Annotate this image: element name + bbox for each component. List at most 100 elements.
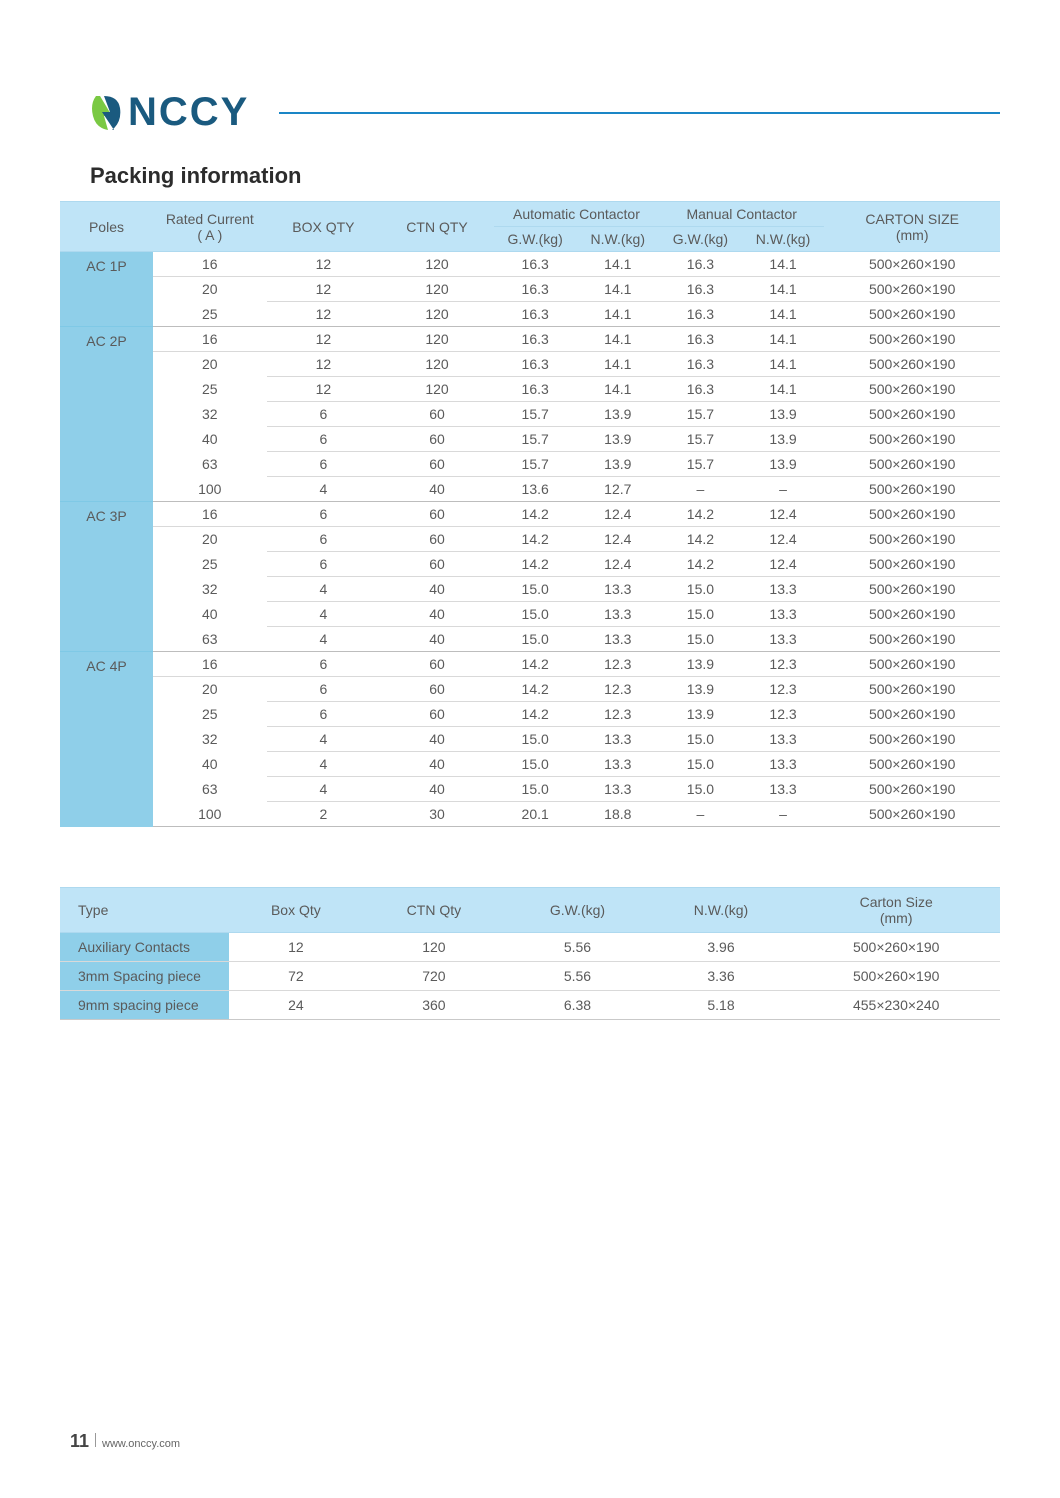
cell-agw: 14.2 bbox=[494, 527, 577, 552]
cell-nw: 5.18 bbox=[650, 991, 793, 1020]
cell-carton: 500×260×190 bbox=[824, 702, 1000, 727]
cell-ctn: 60 bbox=[380, 427, 494, 452]
cell-mnw: 13.3 bbox=[742, 577, 825, 602]
col-box-qty: BOX QTY bbox=[267, 202, 381, 252]
cell-anw: 13.3 bbox=[576, 727, 659, 752]
cell-current: 20 bbox=[153, 352, 267, 377]
brand-logo: NCCY bbox=[90, 90, 249, 135]
cell-anw: 12.4 bbox=[576, 552, 659, 577]
cell-agw: 14.2 bbox=[494, 677, 577, 702]
cell-carton: 500×260×190 bbox=[824, 352, 1000, 377]
table-row: 6344015.013.315.013.3500×260×190 bbox=[60, 627, 1000, 652]
cell-ctn: 60 bbox=[380, 402, 494, 427]
table-row: 2066014.212.414.212.4500×260×190 bbox=[60, 527, 1000, 552]
cell-agw: 15.7 bbox=[494, 402, 577, 427]
cell-carton: 500×260×190 bbox=[824, 327, 1000, 352]
acc-col-box: Box Qty bbox=[229, 888, 362, 933]
table-row: 3244015.013.315.013.3500×260×190 bbox=[60, 727, 1000, 752]
cell-current: 20 bbox=[153, 677, 267, 702]
cell-mgw: 15.7 bbox=[659, 452, 742, 477]
cell-ctn: 60 bbox=[380, 527, 494, 552]
table-row: 6344015.013.315.013.3500×260×190 bbox=[60, 777, 1000, 802]
cell-ctn: 120 bbox=[380, 302, 494, 327]
cell-mnw: 13.9 bbox=[742, 402, 825, 427]
cell-mnw: 12.3 bbox=[742, 702, 825, 727]
cell-ctn: 360 bbox=[363, 991, 506, 1020]
cell-box: 4 bbox=[267, 627, 381, 652]
cell-mnw: 12.4 bbox=[742, 527, 825, 552]
table-row: 6366015.713.915.713.9500×260×190 bbox=[60, 452, 1000, 477]
cell-type: Auxiliary Contacts bbox=[60, 933, 229, 962]
pole-cell: AC 4P bbox=[60, 652, 153, 827]
cell-anw: 12.3 bbox=[576, 652, 659, 677]
cell-mnw: 13.9 bbox=[742, 452, 825, 477]
cell-box: 2 bbox=[267, 802, 381, 827]
cell-nw: 3.36 bbox=[650, 962, 793, 991]
cell-current: 16 bbox=[153, 327, 267, 352]
cell-agw: 20.1 bbox=[494, 802, 577, 827]
cell-current: 16 bbox=[153, 652, 267, 677]
cell-mgw: 16.3 bbox=[659, 302, 742, 327]
cell-ctn: 120 bbox=[380, 327, 494, 352]
cell-mnw: 14.1 bbox=[742, 327, 825, 352]
cell-anw: 13.9 bbox=[576, 427, 659, 452]
cell-ctn: 60 bbox=[380, 452, 494, 477]
cell-mgw: 15.0 bbox=[659, 752, 742, 777]
cell-current: 40 bbox=[153, 602, 267, 627]
cell-ctn: 60 bbox=[380, 652, 494, 677]
cell-ctn: 60 bbox=[380, 702, 494, 727]
cell-ctn: 40 bbox=[380, 602, 494, 627]
cell-box: 12 bbox=[267, 302, 381, 327]
cell-ctn: 30 bbox=[380, 802, 494, 827]
cell-mnw: 14.1 bbox=[742, 252, 825, 277]
table-row: 201212016.314.116.314.1500×260×190 bbox=[60, 352, 1000, 377]
cell-agw: 16.3 bbox=[494, 352, 577, 377]
cell-box: 12 bbox=[267, 252, 381, 277]
col-auto: Automatic Contactor bbox=[494, 202, 659, 227]
col-rated-current: Rated Current ( A ) bbox=[153, 202, 267, 252]
cell-current: 63 bbox=[153, 452, 267, 477]
cell-gw: 5.56 bbox=[505, 933, 649, 962]
cell-agw: 16.3 bbox=[494, 377, 577, 402]
cell-agw: 15.0 bbox=[494, 577, 577, 602]
cell-carton: 500×260×190 bbox=[824, 527, 1000, 552]
acc-col-carton: Carton Size (mm) bbox=[792, 888, 1000, 933]
footer-divider bbox=[95, 1433, 96, 1447]
cell-anw: 12.3 bbox=[576, 677, 659, 702]
table-row: 3244015.013.315.013.3500×260×190 bbox=[60, 577, 1000, 602]
cell-box: 12 bbox=[229, 933, 362, 962]
section-title: Packing information bbox=[90, 163, 1000, 189]
cell-anw: 13.9 bbox=[576, 452, 659, 477]
cell-anw: 13.9 bbox=[576, 402, 659, 427]
table-row: AC 1P161212016.314.116.314.1500×260×190 bbox=[60, 252, 1000, 277]
cell-anw: 14.1 bbox=[576, 327, 659, 352]
cell-mgw: – bbox=[659, 802, 742, 827]
header-divider-line bbox=[279, 112, 1000, 114]
col-auto-nw: N.W.(kg) bbox=[576, 227, 659, 252]
cell-mgw: – bbox=[659, 477, 742, 502]
brand-name: NCCY bbox=[128, 90, 249, 135]
cell-mgw: 15.0 bbox=[659, 627, 742, 652]
cell-mnw: 12.3 bbox=[742, 677, 825, 702]
cell-box: 6 bbox=[267, 502, 381, 527]
cell-current: 100 bbox=[153, 477, 267, 502]
table-row: 2566014.212.313.912.3500×260×190 bbox=[60, 702, 1000, 727]
cell-type: 3mm Spacing piece bbox=[60, 962, 229, 991]
cell-anw: 12.4 bbox=[576, 502, 659, 527]
cell-current: 25 bbox=[153, 552, 267, 577]
cell-anw: 12.7 bbox=[576, 477, 659, 502]
cell-mgw: 14.2 bbox=[659, 552, 742, 577]
cell-box: 24 bbox=[229, 991, 362, 1020]
cell-anw: 18.8 bbox=[576, 802, 659, 827]
cell-agw: 15.7 bbox=[494, 427, 577, 452]
cell-mgw: 15.7 bbox=[659, 427, 742, 452]
page-footer: 11 www.onccy.com bbox=[70, 1431, 180, 1452]
leaf-bolt-icon bbox=[90, 94, 124, 132]
cell-current: 16 bbox=[153, 502, 267, 527]
cell-ctn: 40 bbox=[380, 777, 494, 802]
cell-ctn: 720 bbox=[363, 962, 506, 991]
cell-anw: 14.1 bbox=[576, 302, 659, 327]
cell-box: 4 bbox=[267, 477, 381, 502]
cell-gw: 5.56 bbox=[505, 962, 649, 991]
cell-carton: 500×260×190 bbox=[824, 277, 1000, 302]
